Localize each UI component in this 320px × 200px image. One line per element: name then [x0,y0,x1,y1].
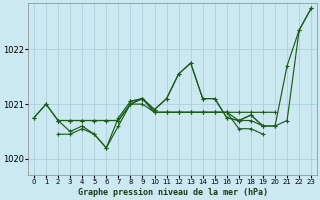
X-axis label: Graphe pression niveau de la mer (hPa): Graphe pression niveau de la mer (hPa) [77,188,268,197]
